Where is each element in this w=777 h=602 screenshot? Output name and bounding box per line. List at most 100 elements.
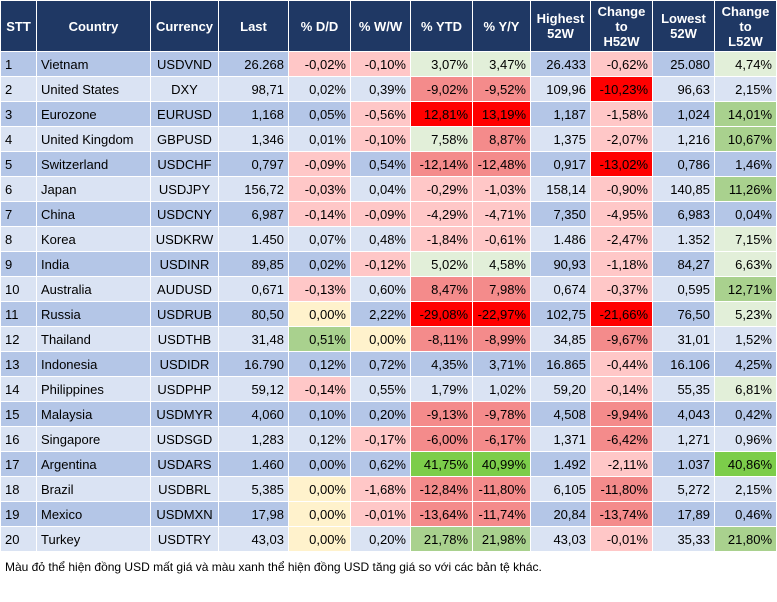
table-cell: 3,47% — [472, 51, 531, 77]
table-cell: -0,09% — [288, 151, 351, 177]
table-cell: 0,04% — [350, 176, 411, 202]
table-row: 7 China USDCNY 6,987 -0,14% -0,09% -4,29% -4,71… — [0, 201, 777, 227]
table-row: 18 Brazil USDBRL 5,385 0,00% -1,68% -12,84% -11… — [0, 476, 777, 502]
table-cell: -1,58% — [590, 101, 653, 127]
table-cell: 1,79% — [410, 376, 473, 402]
table-cell: 3,07% — [410, 51, 473, 77]
table-cell: 0,02% — [288, 76, 351, 102]
table-row: 12 Thailand USDTHB 31,48 0,51% 0,00% -8,11% -8,… — [0, 326, 777, 352]
table-cell: 1,346 — [218, 126, 289, 152]
table-cell: Switzerland — [36, 151, 151, 177]
column-header: STT — [0, 0, 37, 52]
table-cell: 5,385 — [218, 476, 289, 502]
table-cell: 5 — [0, 151, 37, 177]
table-cell: 7,98% — [472, 276, 531, 302]
table-row: 11 Russia USDRUB 80,50 0,00% 2,22% -29,08% -22,… — [0, 301, 777, 327]
table-cell: 12,81% — [410, 101, 473, 127]
table-cell: DXY — [150, 76, 219, 102]
table-cell: 0,07% — [288, 226, 351, 252]
table-cell: 1.450 — [218, 226, 289, 252]
table-cell: 0,05% — [288, 101, 351, 127]
table-cell: Eurozone — [36, 101, 151, 127]
table-cell: Philippines — [36, 376, 151, 402]
column-header: Last — [218, 0, 289, 52]
table-cell: 98,71 — [218, 76, 289, 102]
table-cell: 2,15% — [714, 476, 777, 502]
table-cell: 5,272 — [652, 476, 715, 502]
table-cell: 17,89 — [652, 501, 715, 527]
table-cell: -11,74% — [472, 501, 531, 527]
table-cell: United Kingdom — [36, 126, 151, 152]
table-cell: -21,66% — [590, 301, 653, 327]
table-cell: USDCHF — [150, 151, 219, 177]
table-cell: -0,90% — [590, 176, 653, 202]
column-header: Change to H52W — [590, 0, 653, 52]
table-cell: -13,02% — [590, 151, 653, 177]
table-cell: 4 — [0, 126, 37, 152]
table-cell: -0,17% — [350, 426, 411, 452]
table-cell: Korea — [36, 226, 151, 252]
column-header: % Y/Y — [472, 0, 531, 52]
table-cell: 59,20 — [530, 376, 591, 402]
table-cell: 10,67% — [714, 126, 777, 152]
table-cell: 0,20% — [350, 526, 411, 552]
table-cell: China — [36, 201, 151, 227]
table-cell: -0,29% — [410, 176, 473, 202]
table-cell: 0,00% — [288, 301, 351, 327]
table-cell: 40,99% — [472, 451, 531, 477]
table-cell: 0,04% — [714, 201, 777, 227]
table-cell: 10 — [0, 276, 37, 302]
table-cell: 0,00% — [288, 451, 351, 477]
table-cell: -6,42% — [590, 426, 653, 452]
table-cell: 1.486 — [530, 226, 591, 252]
table-cell: 1,271 — [652, 426, 715, 452]
table-cell: 0,00% — [288, 501, 351, 527]
table-cell: 7,15% — [714, 226, 777, 252]
table-cell: 1.460 — [218, 451, 289, 477]
table-cell: 4,060 — [218, 401, 289, 427]
table-cell: -8,11% — [410, 326, 473, 352]
column-header: Currency — [150, 0, 219, 52]
table-cell: 12 — [0, 326, 37, 352]
table-cell: 0,12% — [288, 351, 351, 377]
table-row: 9 India USDINR 89,85 0,02% -0,12% 5,02% 4,58% 90… — [0, 251, 777, 277]
table-cell: 12,71% — [714, 276, 777, 302]
table-cell: -12,14% — [410, 151, 473, 177]
table-cell: 0,62% — [350, 451, 411, 477]
table-cell: 1,283 — [218, 426, 289, 452]
table-cell: 0,46% — [714, 501, 777, 527]
column-header: Lowest 52W — [652, 0, 715, 52]
table-cell: USDJPY — [150, 176, 219, 202]
table-cell: -4,95% — [590, 201, 653, 227]
table-cell: 96,63 — [652, 76, 715, 102]
table-cell: 21,78% — [410, 526, 473, 552]
table-cell: 0,55% — [350, 376, 411, 402]
column-header: Highest 52W — [530, 0, 591, 52]
table-cell: 7,58% — [410, 126, 473, 152]
table-cell: 3,71% — [472, 351, 531, 377]
table-cell: 0,20% — [350, 401, 411, 427]
table-cell: 156,72 — [218, 176, 289, 202]
table-cell: -11,80% — [590, 476, 653, 502]
table-cell: India — [36, 251, 151, 277]
table-cell: -9,13% — [410, 401, 473, 427]
table-cell: USDTHB — [150, 326, 219, 352]
table-cell: Thailand — [36, 326, 151, 352]
table-row: 13 Indonesia USDIDR 16.790 0,12% 0,72% 4,35% 3,… — [0, 351, 777, 377]
table-cell: 0,674 — [530, 276, 591, 302]
table-cell: USDMXN — [150, 501, 219, 527]
table-cell: -4,71% — [472, 201, 531, 227]
table-cell: 26.268 — [218, 51, 289, 77]
table-cell: -11,80% — [472, 476, 531, 502]
table-cell: 5,23% — [714, 301, 777, 327]
table-row: 19 Mexico USDMXN 17,98 0,00% -0,01% -13,64% -11… — [0, 501, 777, 527]
table-row: 6 Japan USDJPY 156,72 -0,03% 0,04% -0,29% -1,03… — [0, 176, 777, 202]
table-cell: Turkey — [36, 526, 151, 552]
column-header: % D/D — [288, 0, 351, 52]
table-cell: 21,98% — [472, 526, 531, 552]
table-cell: -12,48% — [472, 151, 531, 177]
table-cell: 15 — [0, 401, 37, 427]
table-row: 14 Philippines USDPHP 59,12 -0,14% 0,55% 1,79%… — [0, 376, 777, 402]
table-cell: -0,02% — [288, 51, 351, 77]
